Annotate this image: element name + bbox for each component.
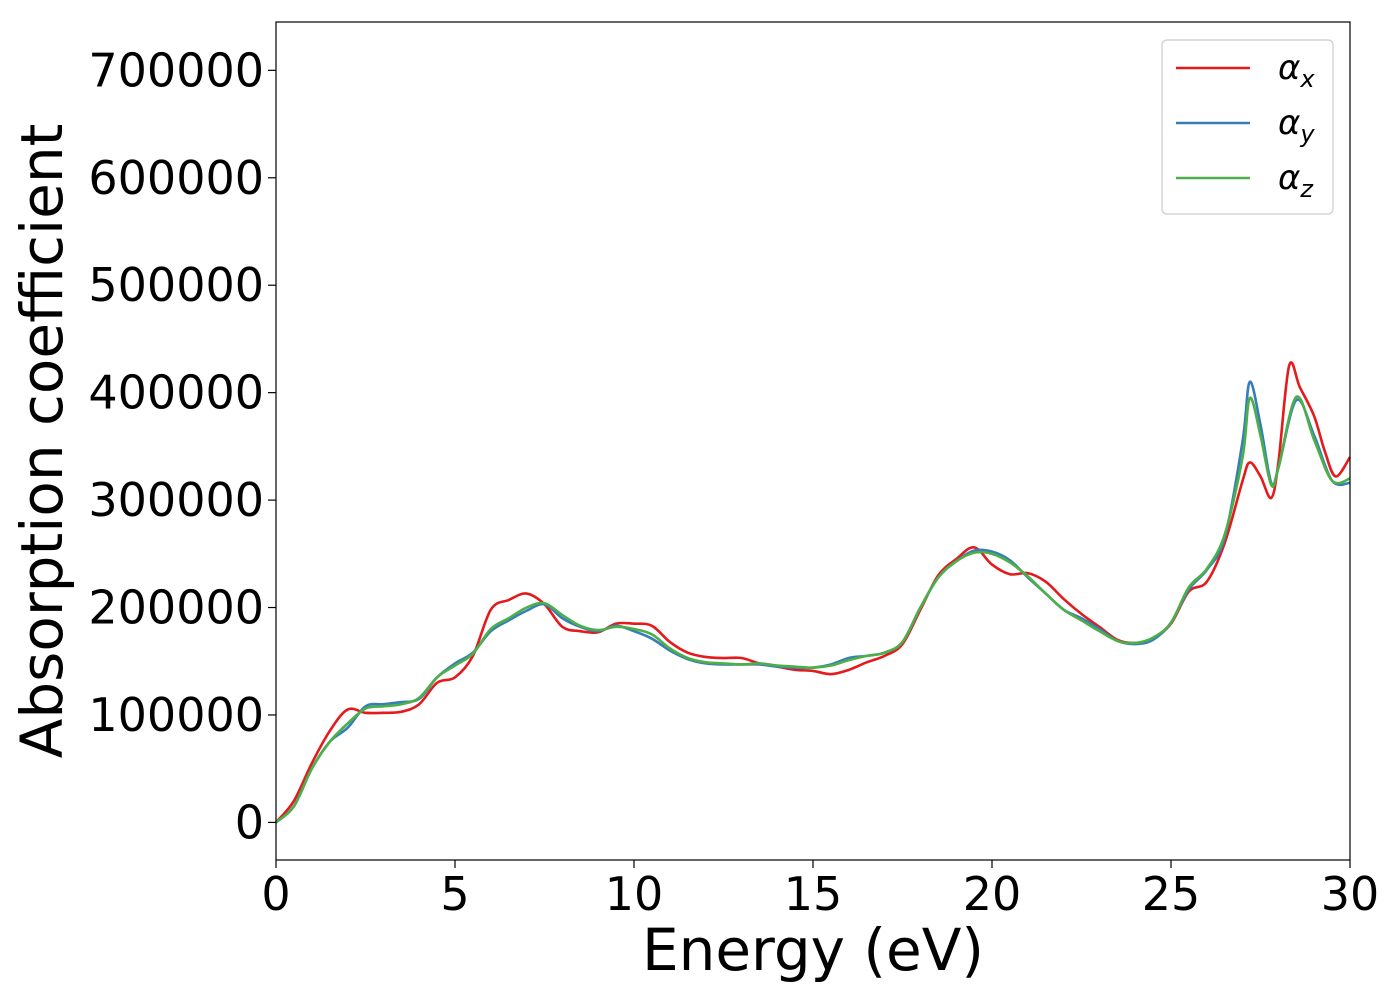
y-tick-label: 600000	[88, 151, 264, 205]
x-tick-label: 0	[261, 867, 290, 921]
y-tick-label: 100000	[88, 688, 264, 742]
legend-symbol: α	[1278, 48, 1300, 88]
y-tick-label: 300000	[88, 473, 264, 527]
y-tick-label: 0	[235, 795, 264, 849]
x-tick-label: 15	[784, 867, 843, 921]
x-tick-label: 10	[605, 867, 664, 921]
legend-subscript: z	[1299, 175, 1314, 203]
legend-label-z: αz	[1278, 158, 1314, 203]
legend-symbol: α	[1278, 103, 1300, 143]
y-tick-label: 700000	[88, 43, 264, 97]
legend-label-y: αy	[1278, 103, 1315, 148]
y-tick-label: 200000	[88, 581, 264, 635]
legend-box	[1161, 39, 1334, 215]
x-tick-label: 25	[1142, 867, 1201, 921]
series-line-x	[275, 361, 1352, 824]
legend-symbol: α	[1278, 158, 1300, 198]
x-tick-label: 5	[440, 867, 469, 921]
x-axis-title: Energy (eV)	[642, 916, 984, 984]
x-tick-label: 30	[1321, 867, 1380, 921]
x-axis-ticks: 0 5 10 15 20 25 30	[261, 860, 1379, 921]
y-tick-label: 500000	[88, 258, 264, 312]
legend-subscript: x	[1299, 65, 1315, 93]
legend-label-x: αx	[1278, 48, 1315, 93]
series-line-z	[275, 395, 1351, 824]
legend-subscript: y	[1299, 120, 1315, 148]
series-layer	[275, 361, 1352, 824]
y-axis-ticks: 0 100000 200000 300000 400000 500000 600000 700…	[88, 43, 276, 849]
x-tick-label: 20	[963, 867, 1022, 921]
y-tick-label: 400000	[88, 366, 264, 420]
y-axis-title: Absorption coefficient	[8, 124, 76, 759]
